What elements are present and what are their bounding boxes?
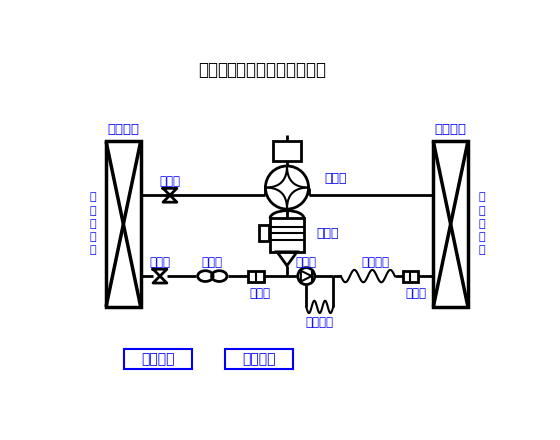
Text: 分体挂壁机工作原理图: 分体挂壁机工作原理图 bbox=[226, 61, 326, 79]
Bar bbox=[403, 271, 418, 282]
Text: 主毛细管: 主毛细管 bbox=[362, 256, 390, 269]
Text: 消声器: 消声器 bbox=[202, 256, 223, 269]
Bar bbox=[225, 349, 293, 369]
Text: 换向器: 换向器 bbox=[324, 172, 347, 185]
Text: 热泵型: 热泵型 bbox=[198, 61, 228, 79]
Text: 截止阀: 截止阀 bbox=[160, 175, 180, 188]
Text: 制热工况: 制热工况 bbox=[242, 352, 276, 366]
Text: 截止阀: 截止阀 bbox=[150, 256, 170, 269]
Bar bbox=[124, 349, 192, 369]
Text: 室
外
换
热
器: 室 外 换 热 器 bbox=[478, 192, 485, 255]
Text: 室内机组: 室内机组 bbox=[107, 123, 139, 136]
Bar bbox=[259, 224, 269, 242]
Bar bbox=[270, 218, 304, 252]
Bar bbox=[249, 271, 264, 282]
Text: 室外机组: 室外机组 bbox=[434, 123, 466, 136]
Text: 室
内
换
热
器: 室 内 换 热 器 bbox=[90, 192, 96, 255]
Text: 副毛细管: 副毛细管 bbox=[305, 316, 333, 329]
Text: 过滤器: 过滤器 bbox=[250, 286, 270, 300]
Bar bbox=[273, 141, 301, 161]
Text: 制冷工况: 制冷工况 bbox=[141, 352, 174, 366]
Text: 过滤器: 过滤器 bbox=[406, 286, 427, 300]
Text: 压缩机: 压缩机 bbox=[316, 227, 339, 240]
Text: 止回阀: 止回阀 bbox=[296, 256, 317, 269]
